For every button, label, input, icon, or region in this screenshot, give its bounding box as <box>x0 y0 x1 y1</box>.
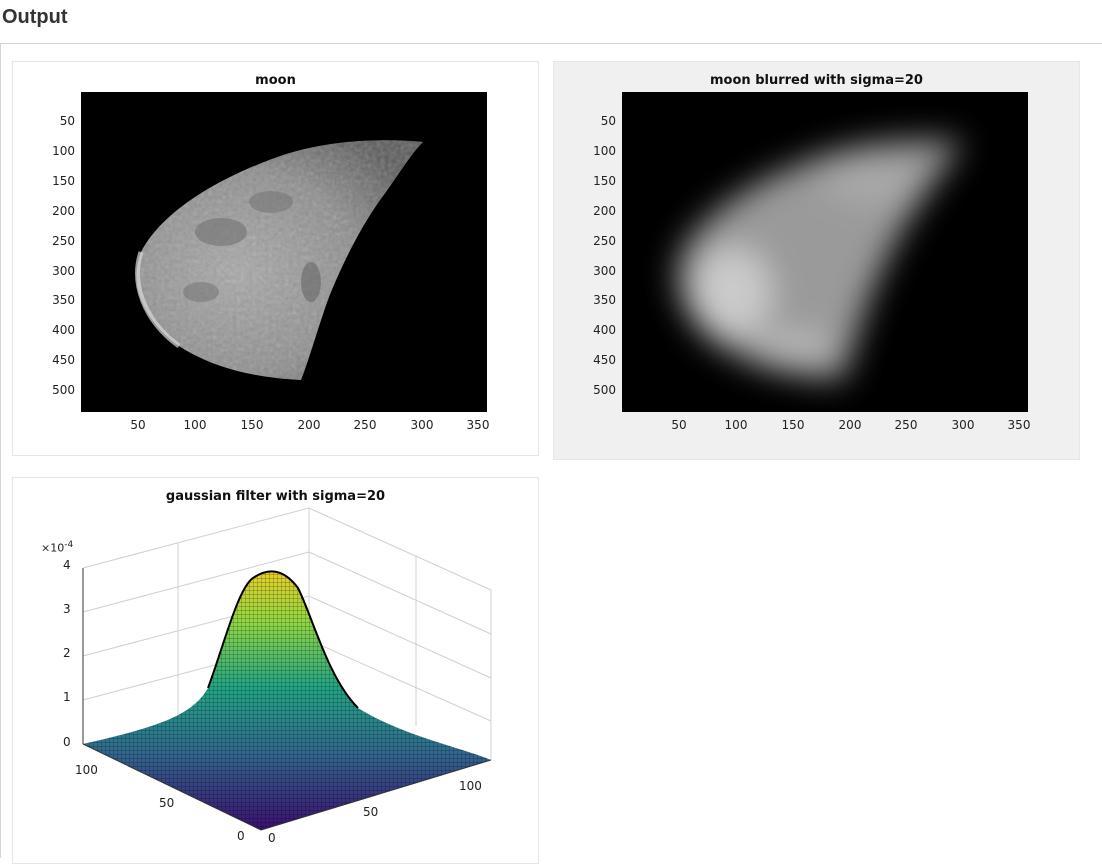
y-tick: 150 <box>52 174 75 188</box>
y-tick: 500 <box>52 383 75 397</box>
gaussian-surface-plot <box>82 507 492 831</box>
heading-divider <box>0 43 1102 44</box>
y-tick: 50 <box>600 114 616 128</box>
x-tick: 150 <box>781 418 805 432</box>
x-tick: 350 <box>1007 418 1031 432</box>
z-tick: 4 <box>63 558 71 572</box>
z-tick: 0 <box>63 735 71 749</box>
y-tick: 150 <box>593 174 616 188</box>
figure-title: moon blurred with sigma=20 <box>710 73 923 88</box>
x-tick: 50 <box>130 418 146 432</box>
moon-image <box>81 92 487 412</box>
y-tick: 200 <box>52 204 75 218</box>
output-left-border <box>0 43 1 858</box>
z-axis-multiplier: ×10-4 <box>41 540 73 555</box>
blurred-moon-image <box>622 92 1028 412</box>
z-multiplier-exponent: -4 <box>64 540 74 550</box>
x-tick: 0 <box>268 831 276 845</box>
y-tick: 350 <box>593 293 616 307</box>
figure-gaussian-filter: gaussian filter with sigma=20 <box>12 477 539 864</box>
x-tick: 350 <box>466 418 490 432</box>
y-tick: 100 <box>593 144 616 158</box>
figure-moon-blurred: moon blurred with sigma=20 50 100 150 20… <box>553 61 1080 460</box>
x-tick: 100 <box>459 779 482 793</box>
y-tick: 250 <box>52 234 75 248</box>
z-tick: 3 <box>63 602 71 616</box>
y-tick: 200 <box>593 204 616 218</box>
y-tick: 450 <box>52 353 75 367</box>
y-tick: 50 <box>159 796 175 810</box>
x-tick: 200 <box>297 418 321 432</box>
y-tick: 250 <box>593 234 616 248</box>
x-tick: 100 <box>183 418 207 432</box>
y-tick: 350 <box>52 293 75 307</box>
z-multiplier-base: ×10 <box>41 541 65 555</box>
x-tick: 300 <box>951 418 975 432</box>
z-tick: 2 <box>63 646 71 660</box>
y-tick: 450 <box>593 353 616 367</box>
x-tick: 150 <box>240 418 264 432</box>
output-heading: Output <box>2 6 68 28</box>
x-tick: 250 <box>894 418 918 432</box>
blurred-moon-graphic <box>677 140 964 380</box>
figure-title: gaussian filter with sigma=20 <box>165 489 386 504</box>
x-tick: 200 <box>838 418 862 432</box>
moon-image-graphic <box>135 140 423 380</box>
x-tick: 50 <box>363 805 379 819</box>
figure-moon: moon 50 100 150 200 250 300 350 400 450 … <box>12 61 539 456</box>
y-tick: 300 <box>593 264 616 278</box>
y-tick: 300 <box>52 264 75 278</box>
x-tick: 50 <box>671 418 687 432</box>
x-tick: 300 <box>410 418 434 432</box>
y-tick: 500 <box>593 383 616 397</box>
y-tick: 400 <box>52 323 75 337</box>
figure-title: moon <box>255 73 296 88</box>
y-tick: 100 <box>75 763 98 777</box>
y-tick: 400 <box>593 323 616 337</box>
z-tick: 1 <box>63 690 71 704</box>
y-tick: 100 <box>52 144 75 158</box>
y-tick: 50 <box>59 114 75 128</box>
x-tick: 250 <box>353 418 377 432</box>
x-tick: 100 <box>724 418 748 432</box>
y-tick: 0 <box>237 829 245 843</box>
